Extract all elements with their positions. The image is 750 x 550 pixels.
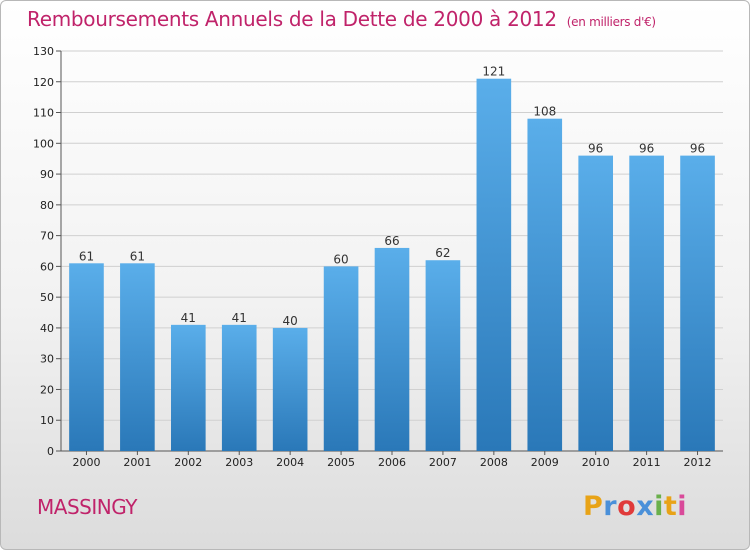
logo-letter: i [654, 491, 664, 522]
bar [527, 118, 563, 451]
x-tick-label: 2008 [480, 456, 508, 469]
y-tick-label: 60 [40, 260, 54, 273]
x-tick-label: 2005 [327, 456, 355, 469]
y-tick-label: 100 [33, 137, 54, 150]
data-label: 41 [181, 311, 196, 325]
data-label: 60 [333, 252, 348, 266]
bar [680, 155, 715, 451]
y-tick-label: 20 [40, 383, 54, 396]
title-text: Remboursements Annuels de la Dette de 20… [27, 7, 557, 31]
x-tick-label: 2002 [174, 456, 202, 469]
logo-letter: P [583, 491, 604, 522]
place-name: MASSINGY [37, 495, 137, 519]
y-tick-label: 120 [33, 76, 54, 89]
logo-letter: t [663, 491, 678, 522]
data-label: 96 [639, 142, 654, 156]
chart-subtitle: (en milliers d'€) [566, 15, 656, 29]
x-tick-label: 2001 [123, 456, 151, 469]
bar [629, 155, 664, 451]
logo-letter: r [603, 491, 618, 522]
x-tick-label: 2006 [378, 456, 406, 469]
x-tick-label: 2009 [531, 456, 559, 469]
proxiti-logo: Proxiti [583, 491, 687, 522]
data-label: 40 [283, 314, 298, 328]
data-label: 66 [384, 234, 399, 248]
x-tick-label: 2011 [633, 456, 661, 469]
y-tick-label: 70 [40, 230, 54, 243]
y-tick-label: 10 [40, 414, 54, 427]
logo-letter: i [677, 491, 688, 522]
y-tick-label: 80 [40, 199, 54, 212]
x-tick-label: 2007 [429, 456, 457, 469]
tick-labels: 0 10 20 30 40 50 60 70 80 90 100 110 120 130 2000 2001 2… [33, 45, 712, 469]
bars [69, 78, 715, 451]
bar [578, 155, 614, 451]
y-tick-label: 0 [47, 445, 54, 458]
bar [272, 327, 308, 451]
y-tick-label: 130 [33, 45, 54, 58]
y-tick-label: 110 [33, 107, 54, 120]
bar [69, 263, 104, 451]
x-tick-label: 2003 [225, 456, 253, 469]
data-label: 108 [533, 105, 556, 119]
data-label: 96 [690, 142, 705, 156]
bar [374, 247, 410, 451]
x-tick-label: 2000 [72, 456, 100, 469]
data-label: 61 [79, 249, 94, 263]
data-label: 41 [232, 311, 247, 325]
data-label: 121 [482, 65, 505, 79]
logo-letter: x [636, 491, 655, 522]
bar [476, 78, 512, 451]
logo-letter: o [617, 491, 637, 522]
y-tick-label: 90 [40, 168, 54, 181]
bar [425, 260, 461, 451]
bar [323, 266, 359, 451]
bar [120, 263, 155, 451]
bar [221, 324, 257, 451]
data-label: 62 [435, 246, 450, 260]
data-label: 61 [130, 249, 145, 263]
x-tick-label: 2012 [684, 456, 712, 469]
chart-title: Remboursements Annuels de la Dette de 20… [27, 7, 656, 31]
x-tick-label: 2004 [276, 456, 304, 469]
data-label: 96 [588, 142, 603, 156]
bar [170, 324, 206, 451]
x-tick-label: 2010 [582, 456, 610, 469]
y-tick-label: 30 [40, 353, 54, 366]
y-tick-label: 40 [40, 322, 54, 335]
y-tick-label: 50 [40, 291, 54, 304]
data-labels: 61 61 41 41 40 60 66 62 121 108 96 96 96 [79, 65, 705, 328]
